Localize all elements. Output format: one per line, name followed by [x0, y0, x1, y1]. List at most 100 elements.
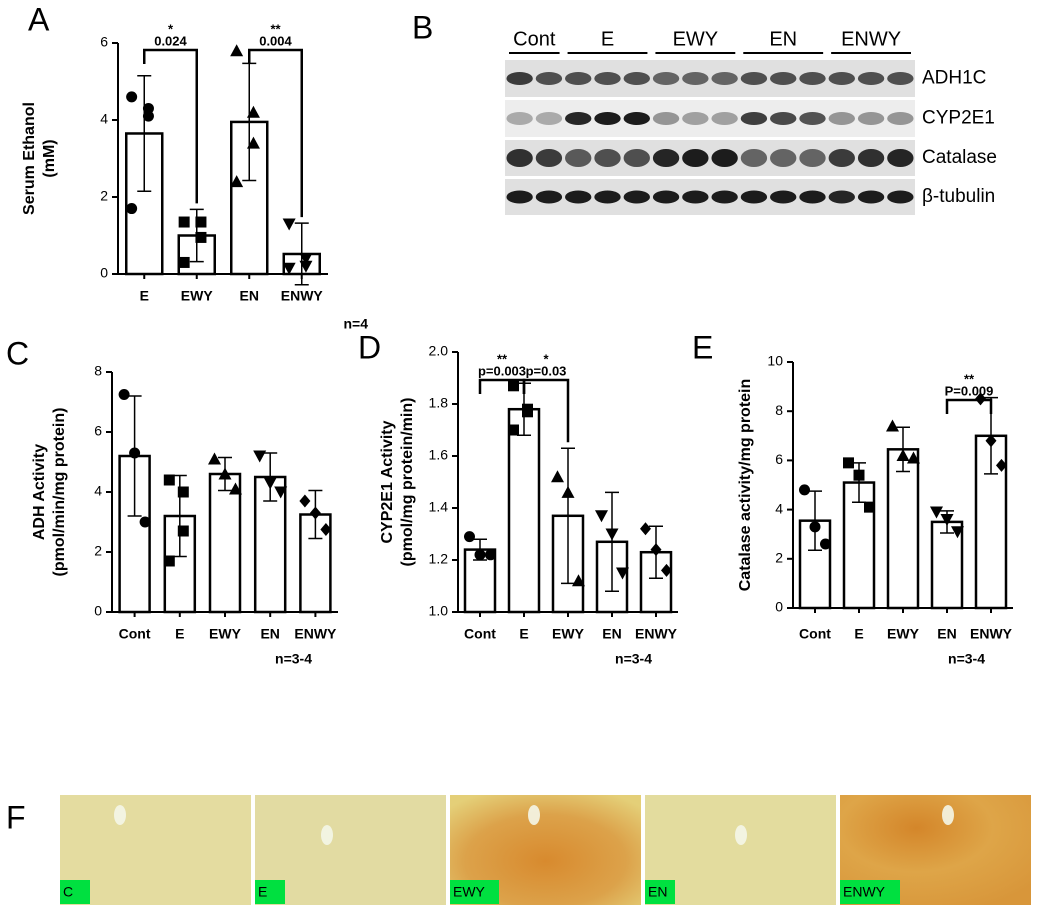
blot-band: [506, 149, 533, 167]
data-point: [551, 470, 564, 483]
x-tick-label: E: [175, 626, 184, 642]
significance-stars: **: [964, 371, 975, 386]
data-point: [930, 506, 943, 519]
p-value: p=0.03: [526, 363, 567, 378]
error-bar: [808, 490, 822, 551]
image-label: C: [63, 884, 73, 900]
data-point: [299, 260, 313, 273]
data-point: [809, 521, 821, 533]
blot-band: [711, 149, 738, 167]
data-point: [195, 231, 207, 243]
blot-band: [594, 72, 621, 85]
label-box: [60, 880, 90, 904]
blot-band: [652, 149, 680, 167]
data-point: [650, 543, 662, 557]
data-point: [522, 406, 533, 418]
y-tick-label: 8: [94, 363, 102, 379]
x-tick-label: E: [140, 288, 149, 304]
blot-band: [740, 72, 768, 85]
data-point: [474, 549, 486, 561]
blot-band: [565, 190, 592, 204]
y-tick-label: 0: [775, 599, 783, 615]
y-tick-label: 4: [100, 111, 108, 127]
data-point: [640, 522, 651, 536]
panel-letter: F: [6, 799, 26, 835]
x-tick-label: EN: [260, 626, 279, 642]
blot-band: [535, 112, 563, 125]
blot-band: [857, 149, 885, 167]
y-tick-label: 2: [775, 550, 783, 566]
y-axis-label-line: (pmol/min/mg protein): [51, 408, 68, 577]
blot-band: [594, 149, 621, 167]
y-tick-label: 1.0: [429, 603, 449, 619]
data-point: [616, 567, 629, 580]
blot-band: [857, 72, 885, 85]
y-axis-label-line: ADH Activity: [31, 444, 48, 540]
blot-band: [682, 190, 709, 204]
data-point: [843, 457, 854, 469]
data-point: [508, 424, 519, 436]
p-value: 0.024: [154, 33, 187, 48]
label-box: [255, 880, 285, 904]
y-tick-label: 2: [94, 543, 102, 559]
data-point: [572, 574, 585, 587]
data-point: [886, 419, 899, 432]
group-label: ENWY: [841, 28, 901, 50]
y-axis-label: ADH Activity (pmol/min/mg protein): [31, 408, 68, 577]
label-box: [840, 880, 900, 904]
y-axis-label: Catalase activity/mg protein: [737, 379, 754, 592]
blot-band: [652, 72, 680, 85]
significance-bracket: [945, 398, 993, 414]
y-tick-label: 1.8: [429, 395, 449, 411]
significance-stars: **: [497, 351, 508, 366]
blot-band: [594, 112, 621, 125]
blot-band: [565, 149, 592, 167]
blot-band: [682, 112, 709, 125]
blot-band: [887, 149, 914, 167]
data-point: [485, 549, 496, 561]
x-tick-label: ENWY: [281, 288, 324, 304]
data-point: [820, 538, 831, 550]
bar: [507, 407, 541, 614]
data-point: [985, 434, 997, 448]
blot-band: [506, 190, 533, 204]
y-axis-label: Serum Ethanol (mM): [21, 102, 58, 215]
x-tick-label: EWY: [181, 288, 214, 304]
blot-band: [565, 112, 592, 125]
blot-band: [623, 112, 650, 125]
blot-band: [623, 190, 650, 204]
blot-band: [828, 112, 855, 125]
data-point: [508, 380, 519, 392]
blot-band: [565, 72, 592, 85]
blot-band: [682, 149, 709, 167]
data-point: [195, 216, 207, 228]
panel-letter: A: [28, 1, 50, 37]
sample-size: n=4: [343, 316, 368, 332]
significance-bracket: [522, 378, 570, 443]
significance-bracket: [143, 48, 198, 204]
blot-band: [770, 149, 797, 167]
blot-band: [652, 112, 680, 125]
p-value: 0.004: [259, 33, 292, 48]
y-axis-label-line: (pmol/mg protein/min): [399, 398, 416, 567]
significance-stars: *: [168, 21, 174, 36]
data-point: [595, 510, 608, 523]
data-point: [129, 447, 141, 459]
histology-image: [60, 795, 251, 905]
sample-size: n=3-4: [615, 651, 652, 667]
p-value: p=0.003: [478, 363, 526, 378]
vessel: [321, 825, 333, 845]
data-point: [282, 218, 296, 231]
y-tick-label: 6: [100, 34, 108, 50]
data-point: [951, 526, 964, 539]
x-tick-label: Cont: [799, 626, 831, 642]
data-point: [218, 467, 232, 480]
blot-band: [857, 190, 885, 204]
blot-band: [740, 112, 768, 125]
data-point: [282, 262, 296, 275]
x-tick-label: E: [854, 626, 863, 642]
p-value: P=0.009: [945, 383, 994, 398]
blot-band: [887, 190, 914, 204]
significance-bracket: [248, 48, 303, 218]
